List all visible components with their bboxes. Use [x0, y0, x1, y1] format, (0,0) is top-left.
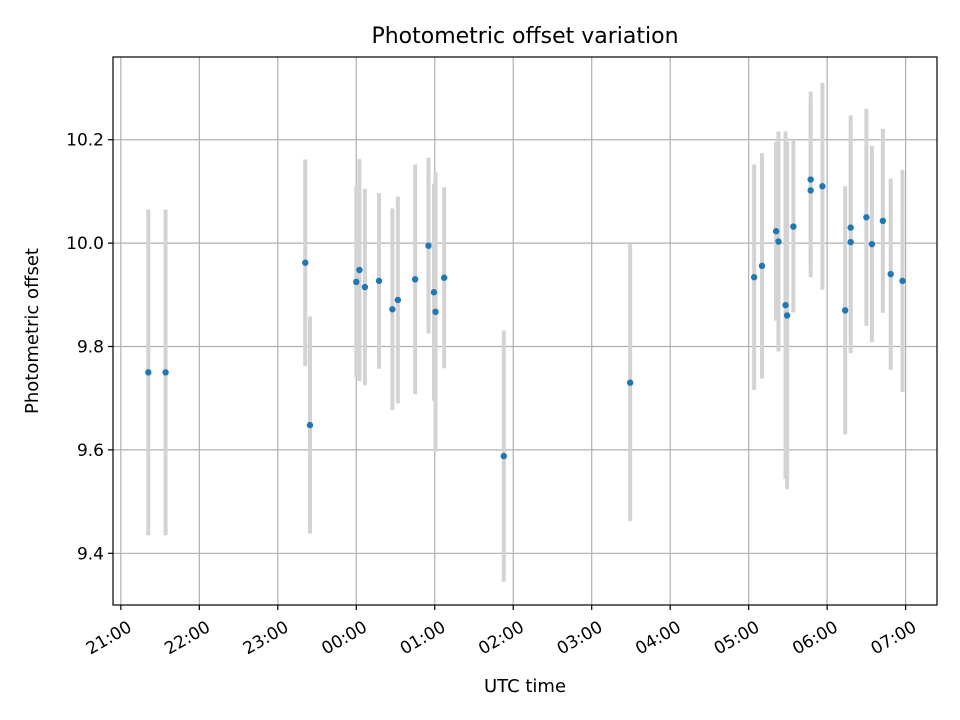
- data-point-5: [356, 266, 363, 274]
- plot-frame: [112, 56, 938, 606]
- data-point-4: [353, 278, 360, 286]
- data-point-21: [782, 301, 789, 309]
- data-point-10: [411, 276, 419, 283]
- data-point-20: [775, 238, 782, 245]
- data-point-2: [302, 259, 309, 266]
- data-point-11: [425, 242, 432, 249]
- data-point-12: [430, 289, 438, 296]
- data-point-25: [807, 187, 814, 194]
- data-point-14: [440, 274, 448, 281]
- data-point-0: [145, 369, 152, 376]
- y-tick-label-0: 9.4: [77, 544, 104, 564]
- x-axis-label: UTC time: [484, 676, 566, 697]
- y-tick-label-3: 10.0: [66, 234, 104, 254]
- data-point-33: [887, 270, 894, 278]
- data-point-15: [500, 452, 508, 460]
- data-point-22: [783, 312, 791, 319]
- data-point-30: [863, 214, 870, 221]
- data-point-7: [375, 277, 383, 285]
- data-point-18: [758, 262, 766, 270]
- data-point-23: [790, 223, 797, 230]
- data-point-3: [306, 421, 314, 429]
- y-tick-label-2: 9.8: [77, 338, 104, 358]
- data-point-29: [847, 238, 854, 246]
- point-layer: [145, 176, 906, 460]
- chart-title: Photometric offset variation: [371, 24, 678, 49]
- y-tick-label-4: 10.2: [66, 131, 104, 151]
- data-point-1: [162, 369, 169, 376]
- data-point-9: [394, 296, 402, 304]
- y-axis-label: Photometric offset: [22, 248, 43, 414]
- data-point-8: [389, 306, 396, 313]
- data-point-28: [847, 224, 854, 231]
- data-point-13: [432, 308, 439, 316]
- data-point-17: [750, 274, 758, 281]
- data-point-27: [841, 307, 849, 314]
- y-tick-label-1: 9.6: [77, 441, 104, 461]
- data-point-32: [879, 217, 887, 225]
- data-point-16: [626, 379, 634, 386]
- data-point-31: [868, 240, 876, 248]
- data-point-19: [772, 228, 780, 235]
- data-point-6: [361, 283, 369, 291]
- data-point-24: [807, 176, 814, 183]
- data-point-34: [899, 277, 906, 285]
- data-point-26: [819, 183, 826, 190]
